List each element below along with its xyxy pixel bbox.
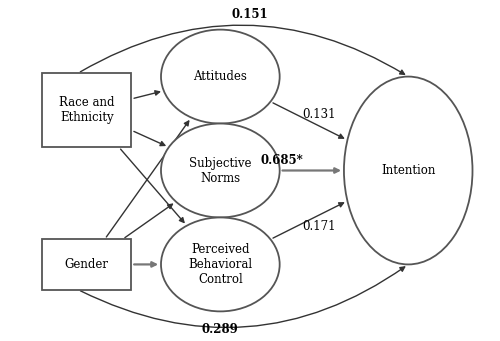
Text: Subjective
Norms: Subjective Norms [189, 157, 252, 184]
Text: 0.131: 0.131 [302, 108, 336, 121]
Ellipse shape [161, 30, 280, 123]
Text: 0.151: 0.151 [232, 8, 268, 21]
Text: 0.171: 0.171 [302, 220, 336, 233]
Text: Perceived
Behavioral
Control: Perceived Behavioral Control [188, 243, 252, 286]
Text: Gender: Gender [65, 258, 109, 271]
Text: Intention: Intention [381, 164, 436, 177]
Ellipse shape [344, 77, 472, 264]
Ellipse shape [161, 123, 280, 218]
Text: 0.289: 0.289 [202, 323, 238, 336]
Text: 0.685*: 0.685* [261, 154, 304, 167]
Text: Attitudes: Attitudes [194, 70, 248, 83]
Text: Race and
Ethnicity: Race and Ethnicity [59, 96, 114, 124]
FancyBboxPatch shape [42, 239, 132, 290]
FancyBboxPatch shape [42, 73, 132, 147]
Ellipse shape [161, 218, 280, 311]
